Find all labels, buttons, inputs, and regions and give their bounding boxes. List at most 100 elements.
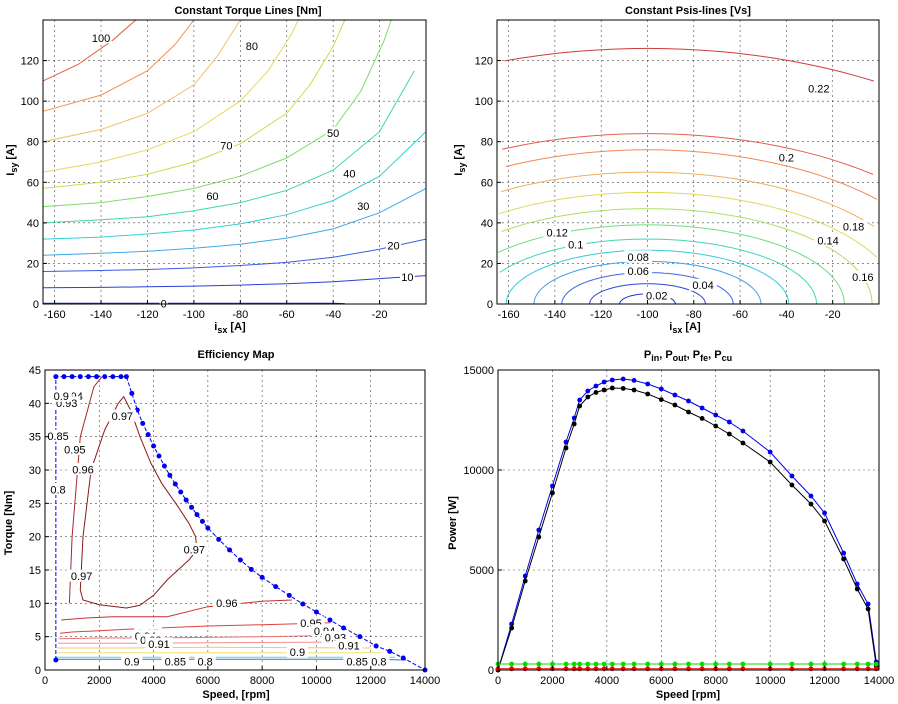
psis-y-tick-label: 100 <box>475 96 493 108</box>
torque-y-axis-label: Isy [A] <box>5 144 19 176</box>
efficiency-boundary-point <box>199 518 205 524</box>
efficiency-boundary-point <box>140 420 146 426</box>
torque-contour-label-bg <box>386 239 401 252</box>
power-series-point <box>789 661 795 667</box>
efficiency-contour-0.94 <box>58 634 344 640</box>
torque-contour-10 <box>42 275 427 289</box>
torque-contour-unlabeled <box>42 19 195 112</box>
torque-contour-50 <box>42 70 415 224</box>
power-series-point <box>767 449 773 455</box>
psis-y-tick-label: 20 <box>481 258 493 270</box>
efficiency-contour-0.91 <box>57 646 371 649</box>
torque-contour-label-bg <box>342 167 357 180</box>
efficiency-boundary-point <box>167 472 173 478</box>
efficiency-x-tick-label: 4000 <box>141 675 165 687</box>
power-series-point <box>658 397 664 402</box>
efficiency-contour-label-bg <box>335 639 363 651</box>
power-series-point <box>789 473 795 479</box>
psis-x-axis-label: isx [A] <box>669 321 701 335</box>
power-series-point <box>808 661 814 667</box>
psis-contour-label: 0.2 <box>779 152 794 164</box>
efficiency-y-axis-label: Torque [Nm] <box>3 490 15 555</box>
efficiency-x-tick-label: 10000 <box>301 675 332 687</box>
power-series-point <box>609 377 615 383</box>
torque-y-tick-label: 40 <box>27 218 39 230</box>
power-series-point <box>740 661 746 667</box>
torque-contour-20 <box>42 238 427 272</box>
efficiency-boundary-point <box>53 657 59 663</box>
power-x-tick-label: 12000 <box>809 675 840 687</box>
psis-contour-label-bg <box>689 278 717 291</box>
efficiency-y-tick-label: 5 <box>35 632 41 644</box>
power-series-point <box>601 661 607 667</box>
efficiency-boundary-point <box>118 374 124 380</box>
power-series-point <box>601 387 607 393</box>
torque-contour-label: 40 <box>343 169 355 181</box>
efficiency-y-tick-label: 10 <box>29 598 41 610</box>
efficiency-x-tick-label: 6000 <box>196 675 220 687</box>
psis-x-tick-label: -60 <box>732 309 748 321</box>
efficiency-boundary-point <box>77 374 83 380</box>
efficiency-contour-label: 0.9 <box>54 391 69 403</box>
power-series-point <box>699 416 705 421</box>
efficiency-contour-label-bg <box>194 655 216 667</box>
power-series-point <box>585 388 591 394</box>
psis-y-axis-label: Isy [A] <box>453 144 467 176</box>
efficiency-boundary-point <box>172 481 178 487</box>
power-series-point <box>789 482 795 488</box>
efficiency-x-tick-label: 12000 <box>355 675 386 687</box>
efficiency-boundary-point <box>156 453 162 459</box>
power-series-point <box>536 527 542 533</box>
power-series-point <box>672 392 678 398</box>
power-series-point <box>699 661 705 667</box>
efficiency-boundary-point <box>341 625 347 631</box>
power-series-point <box>873 661 879 667</box>
power-series-point <box>550 661 555 667</box>
efficiency-boundary-point <box>129 390 135 396</box>
power-series-point <box>585 394 591 400</box>
efficiency-contour-label-bg <box>69 463 97 475</box>
efficiency-map-panel: Efficiency Map 0.970.970.970.960.960.950… <box>3 349 440 701</box>
psis-contour-panel: Constant Psis-lines [Vs] 0.02 0.04 0.06 0.0… <box>453 5 880 335</box>
efficiency-contour-0.95 <box>59 622 331 634</box>
torque-contour-60 <box>42 19 392 208</box>
psis-contour-label: 0.16 <box>852 272 873 284</box>
torque-y-tick-label: 80 <box>27 137 39 149</box>
torque-contour-panel: Constant Torque Lines [Nm] 0 10 20 30 40 50 60… <box>5 5 427 335</box>
power-series-point <box>563 661 569 667</box>
efficiency-contour-label-bg <box>47 483 69 495</box>
psis-contour-label: 0.1 <box>568 240 583 252</box>
power-series-point <box>631 661 637 667</box>
psis-contour-label: 0.12 <box>546 228 567 240</box>
psis-contour-label-bg <box>565 238 587 251</box>
efficiency-contour-0.97 <box>79 395 198 609</box>
psis-contour-0.2 <box>501 133 874 175</box>
efficiency-contour-label-bg <box>145 637 173 650</box>
power-series-point <box>841 550 847 556</box>
power-y-axis-label: Power [W] <box>447 496 459 550</box>
power-series-point <box>593 383 599 389</box>
efficiency-y-tick-label: 35 <box>29 432 41 444</box>
power-series-point <box>601 379 607 385</box>
power-plot-title: Pin, Pout, Pfe, Pcu <box>644 349 732 363</box>
power-x-tick-label: 8000 <box>703 675 727 687</box>
efficiency-y-tick-label: 0 <box>35 665 41 677</box>
power-series-point <box>645 381 651 387</box>
power-series-point <box>658 661 664 667</box>
power-series-point <box>865 601 871 607</box>
psis-contour-label: 0.08 <box>628 252 649 264</box>
power-plot-frame <box>497 369 880 671</box>
efficiency-boundary-point <box>69 374 75 380</box>
power-x-tick-label: 14000 <box>864 675 895 687</box>
efficiency-boundary-point <box>94 374 100 380</box>
efficiency-contour-label-bg <box>368 655 390 667</box>
efficiency-contour-label: 0.85 <box>346 657 367 669</box>
torque-contour-label: 80 <box>246 41 258 53</box>
power-series-point <box>686 398 691 404</box>
torque-y-tick-label: 0 <box>33 299 39 311</box>
power-y-tick-label: 5000 <box>470 565 494 577</box>
efficiency-boundary-point <box>53 374 59 380</box>
efficiency-x-tick-label: 14000 <box>410 675 441 687</box>
power-series-point <box>865 606 871 612</box>
